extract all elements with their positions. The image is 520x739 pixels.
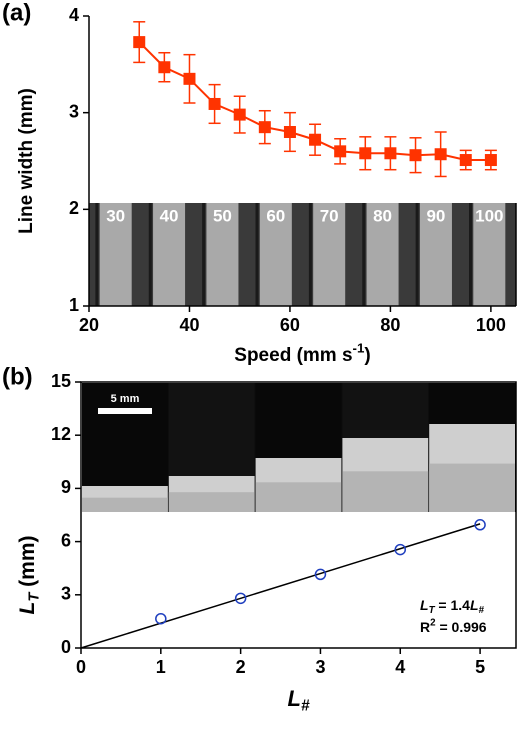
y-tick-label: 9 bbox=[61, 477, 71, 497]
inset-gap bbox=[95, 203, 99, 306]
x-tick-label: 0 bbox=[76, 657, 86, 677]
x-axis-label-part: -1 bbox=[353, 340, 365, 355]
inset-label: 40 bbox=[160, 206, 179, 225]
inset-gap bbox=[255, 203, 259, 306]
x-tick-label: 1 bbox=[156, 657, 166, 677]
equation-part: # bbox=[479, 605, 485, 616]
data-point bbox=[283, 126, 296, 138]
inset-strip bbox=[313, 203, 346, 306]
data-point bbox=[359, 147, 372, 160]
data-point bbox=[258, 121, 271, 134]
r-squared-part: 2 bbox=[430, 617, 436, 628]
inset-foam-shade bbox=[342, 471, 429, 512]
inset-label: 90 bbox=[426, 206, 445, 225]
y-axis-label: Line width (mm) bbox=[16, 88, 37, 234]
data-point bbox=[474, 519, 486, 531]
x-tick-label: 100 bbox=[476, 315, 506, 335]
data-point bbox=[394, 543, 407, 556]
y-tick-label: 1 bbox=[69, 295, 79, 315]
inset-gap bbox=[362, 203, 366, 306]
inset-label: 100 bbox=[475, 206, 503, 225]
data-point bbox=[309, 133, 322, 146]
x-tick-label: 5 bbox=[475, 657, 485, 677]
x-axis-label-part: L bbox=[287, 686, 300, 711]
data-point bbox=[459, 154, 472, 167]
x-tick-label: 40 bbox=[179, 315, 199, 335]
fit-line bbox=[80, 523, 481, 649]
y-tick-label: 2 bbox=[69, 198, 79, 218]
inset-foam-shade bbox=[429, 463, 515, 512]
x-axis-label-part: Speed (mm s bbox=[234, 345, 352, 366]
x-axis-label-part: # bbox=[301, 698, 310, 715]
data-point bbox=[158, 61, 171, 74]
data-point bbox=[314, 568, 327, 581]
inset-label: 30 bbox=[106, 206, 125, 225]
x-tick-label: 20 bbox=[79, 315, 99, 335]
x-tick-label: 2 bbox=[236, 657, 246, 677]
equation-part: T bbox=[429, 605, 436, 616]
equation: LT = 1.4L# bbox=[420, 597, 485, 616]
inset-label: 50 bbox=[213, 206, 232, 225]
x-tick-label: 4 bbox=[395, 657, 405, 677]
data-point bbox=[233, 108, 246, 121]
y-axis-label-part: L bbox=[16, 602, 39, 615]
data-point bbox=[234, 592, 247, 605]
inset-strip bbox=[153, 203, 186, 306]
y-tick-label: 15 bbox=[51, 371, 71, 391]
y-tick-label: 12 bbox=[51, 424, 71, 444]
x-axis-label-part: ) bbox=[364, 345, 370, 366]
data-point bbox=[133, 36, 146, 49]
inset-label: 60 bbox=[266, 206, 285, 225]
x-axis-label: L# bbox=[287, 686, 309, 715]
inset-gap bbox=[415, 203, 419, 306]
data-point bbox=[334, 145, 347, 158]
inset-strip bbox=[99, 203, 132, 306]
inset-label: 70 bbox=[320, 206, 339, 225]
inset-strip bbox=[206, 203, 239, 306]
axes-frame bbox=[80, 381, 517, 649]
data-point bbox=[434, 148, 447, 161]
data-point bbox=[208, 97, 221, 110]
inset-label: 80 bbox=[373, 206, 392, 225]
inset-foam-shade bbox=[255, 482, 342, 512]
data-point bbox=[484, 154, 497, 167]
equation-part: = 1.4 bbox=[435, 597, 471, 613]
equation-part: L bbox=[470, 597, 479, 613]
inset-foam-shade bbox=[168, 492, 255, 512]
inset-strip bbox=[473, 203, 506, 306]
panel-label: (a) bbox=[2, 0, 31, 26]
inset-strip bbox=[259, 203, 292, 306]
inset-strip bbox=[419, 203, 452, 306]
data-point bbox=[183, 72, 196, 85]
scale-bar-label: 5 mm bbox=[111, 393, 140, 405]
y-axis-label-part: T bbox=[26, 592, 42, 602]
y-axis-label: LT (mm) bbox=[16, 536, 43, 615]
scale-bar bbox=[98, 408, 152, 414]
inset-foam-shade bbox=[82, 497, 168, 512]
y-tick-label: 3 bbox=[61, 584, 71, 604]
data-point bbox=[155, 612, 167, 625]
inset-gap bbox=[202, 203, 206, 306]
r-squared: R2 = 0.996 bbox=[420, 617, 487, 635]
inset-gap bbox=[469, 203, 473, 306]
inset-strip bbox=[366, 203, 399, 306]
y-axis-label-part: (mm) bbox=[16, 536, 39, 593]
x-tick-label: 3 bbox=[315, 657, 325, 677]
y-tick-label: 4 bbox=[69, 5, 79, 25]
x-axis-label: Speed (mm s-1) bbox=[234, 340, 370, 366]
panel-label: (b) bbox=[2, 363, 33, 390]
y-tick-label: 0 bbox=[61, 637, 71, 657]
x-tick-label: 80 bbox=[380, 315, 400, 335]
inset-gap bbox=[148, 203, 152, 306]
inset-gap bbox=[308, 203, 312, 306]
r-squared-part: = 0.996 bbox=[436, 619, 487, 635]
r-squared-part: R bbox=[420, 619, 430, 635]
y-tick-label: 6 bbox=[61, 530, 71, 550]
y-tick-label: 3 bbox=[69, 101, 79, 121]
data-point bbox=[384, 147, 397, 160]
x-tick-label: 60 bbox=[280, 315, 300, 335]
equation-part: L bbox=[420, 597, 429, 613]
data-point bbox=[409, 149, 422, 162]
